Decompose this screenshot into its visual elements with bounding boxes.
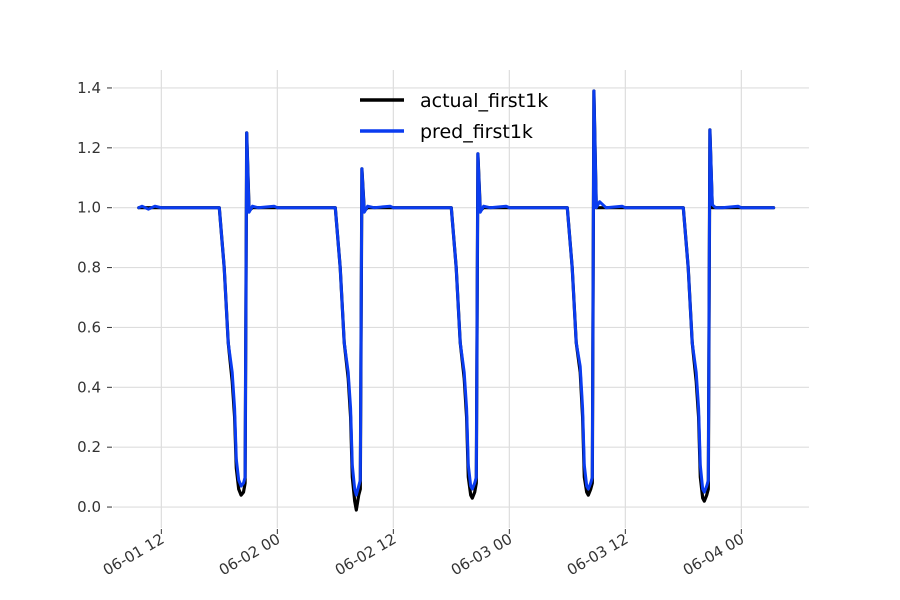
x-tick-label: 06-02 12: [332, 530, 399, 579]
legend-label: pred_first1k: [420, 121, 533, 143]
y-tick-label: 0.0: [77, 498, 101, 516]
grid: [113, 70, 809, 528]
x-tick-label: 06-01 12: [100, 530, 167, 579]
y-tick-label: 0.4: [77, 378, 101, 396]
x-tick-label: 06-04 00: [680, 530, 747, 579]
y-tick-label: 0.8: [77, 259, 101, 277]
x-axis-ticks: 06-01 12 06-02 00 06-02 12 06-03 00 06-03 12…: [100, 529, 747, 579]
y-tick-label: 1.2: [77, 139, 101, 157]
y-tick-label: 1.0: [77, 199, 101, 217]
y-tick-label: 0.6: [77, 318, 101, 336]
y-tick-label: 1.4: [77, 79, 101, 97]
legend: actual_first1k pred_first1k: [360, 90, 548, 143]
series-line-pred_first1k: [137, 89, 776, 497]
legend-label: actual_first1k: [420, 90, 548, 112]
y-axis-ticks: 0.0 0.2 0.4 0.6 0.8 1.0 1.2 1.4: [77, 79, 112, 516]
y-tick-label: 0.2: [77, 438, 101, 456]
x-tick-label: 06-03 00: [448, 530, 515, 579]
x-tick-label: 06-02 00: [216, 530, 283, 579]
x-tick-label: 06-03 12: [564, 530, 631, 579]
series-lines: [137, 89, 776, 512]
